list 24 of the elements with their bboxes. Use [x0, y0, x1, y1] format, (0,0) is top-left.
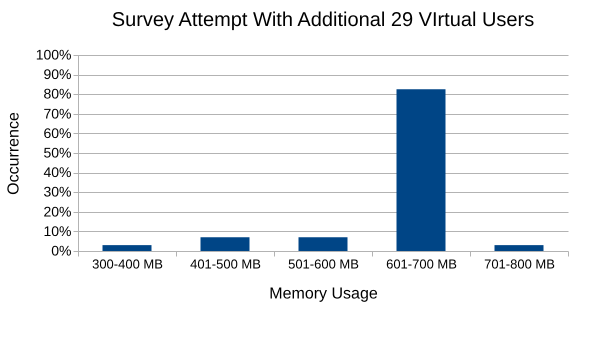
x-tick-label: 401-500 MB [190, 256, 261, 272]
y-tick-label: 60% [43, 124, 72, 141]
y-tick-label: 10% [43, 222, 72, 239]
y-tick-label: 0% [51, 242, 72, 258]
y-tick-label: 80% [43, 86, 72, 102]
bar [102, 245, 152, 251]
bar [494, 245, 544, 251]
y-axis-title: Occurrence [6, 112, 23, 195]
x-tick-label: 300-400 MB [92, 256, 163, 272]
bar [298, 237, 348, 251]
y-tick-label: 90% [43, 66, 72, 82]
y-tick-label: 100% [36, 46, 72, 62]
y-tick-label: 40% [43, 164, 72, 180]
x-tick-label: 501-600 MB [288, 256, 359, 272]
y-tick-label: 70% [43, 105, 72, 122]
x-tick-label: 601-700 MB [386, 256, 457, 272]
x-tick-label: 701-800 MB [484, 256, 555, 272]
x-axis-title: Memory Usage [269, 286, 378, 302]
y-tick-label: 50% [43, 144, 72, 160]
bar [200, 237, 250, 251]
bar [396, 89, 446, 251]
chart-title: Survey Attempt With Additional 29 VIrtual Users [112, 9, 534, 31]
y-tick-label: 30% [43, 184, 72, 200]
y-tick-label: 20% [43, 203, 72, 220]
